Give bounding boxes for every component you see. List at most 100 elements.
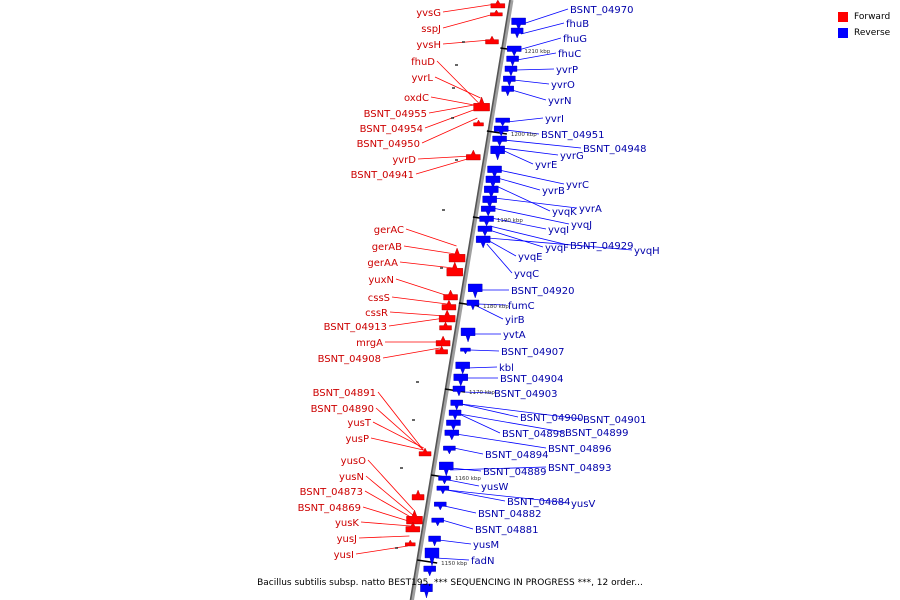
reverse-gene-arrow	[487, 165, 502, 179]
forward-label-yusn: yusN	[339, 472, 364, 483]
genome-backbone	[409, 0, 514, 600]
legend-forward-label: Forward	[854, 12, 891, 22]
reverse-gene-arrow	[466, 299, 480, 311]
forward-leader-line	[395, 278, 449, 297]
forward-label-yusj: yusJ	[337, 534, 357, 545]
forward-gene-arrow	[448, 247, 466, 263]
forward-gene-arrow	[439, 321, 452, 331]
forward-leader-line	[415, 157, 471, 175]
forward-label-yuxn: yuxN	[368, 275, 394, 286]
reverse-gene-arrow	[453, 373, 468, 387]
reverse-leader-line	[501, 149, 534, 165]
forward-label-bsnt-04913: BSNT_04913	[324, 322, 387, 333]
forward-gene-arrow	[490, 9, 503, 17]
reverse-gene-arrow	[443, 445, 456, 455]
reverse-leader-line	[502, 147, 559, 156]
forward-leader-line	[405, 228, 457, 247]
forward-gene-arrow	[490, 0, 506, 9]
reverse-gene-arrow	[444, 429, 460, 441]
reverse-gene-arrow	[434, 501, 447, 511]
reverse-label-yvra: yvrA	[579, 204, 602, 215]
forward-label-cssr: cssR	[365, 308, 388, 319]
reverse-leader-line	[511, 89, 547, 101]
forward-leader-line	[436, 60, 480, 105]
forward-label-fhud: fhuD	[411, 57, 435, 68]
reverse-gene-arrow	[506, 55, 519, 67]
reverse-leader-line	[515, 68, 555, 71]
forward-gene-arrow	[418, 447, 432, 457]
genome-line	[409, 0, 511, 600]
reverse-label-yvqk: yvqK	[552, 207, 577, 218]
forward-label-bsnt-04869: BSNT_04869	[298, 503, 361, 514]
reverse-gene-arrow	[431, 517, 444, 527]
forward-leader-line	[417, 155, 472, 160]
forward-leader-line	[358, 535, 410, 539]
reverse-leader-line	[446, 489, 570, 504]
reverse-label-bsnt-04894: BSNT_04894	[485, 450, 548, 461]
forward-gene-arrow	[466, 149, 481, 161]
forward-label-bsnt-04873: BSNT_04873	[300, 487, 363, 498]
forward-leader-line	[377, 391, 424, 451]
reverse-leader-line	[460, 403, 582, 420]
reverse-leader-line	[438, 539, 472, 545]
reverse-label-yvrc: yvrC	[566, 180, 589, 191]
forward-label-bsnt-04908: BSNT_04908	[318, 354, 381, 365]
ruler-tick-label: 1180 kbp	[483, 304, 509, 310]
reverse-leader-line	[487, 237, 633, 251]
reverse-label-yvta: yvtA	[503, 330, 526, 341]
reverse-label-bsnt-04882: BSNT_04882	[478, 509, 541, 520]
ruler-tick-label: 1160 kbp	[455, 476, 481, 482]
forward-label-yusp: yusP	[346, 434, 370, 445]
forward-gene-arrow	[446, 261, 463, 277]
reverse-leader-line	[505, 129, 540, 135]
reverse-gene-arrow	[504, 65, 518, 77]
reverse-label-yvrg: yvrG	[560, 151, 584, 162]
forward-leader-line	[364, 490, 413, 519]
reverse-gene-arrow	[485, 175, 501, 189]
reverse-leader-line	[498, 169, 565, 185]
reverse-leader-line	[496, 185, 551, 212]
reverse-gene-arrow	[507, 45, 522, 57]
forward-leader-line	[382, 347, 441, 359]
forward-leader-line	[388, 317, 445, 327]
forward-gene-arrow	[405, 539, 416, 547]
reverse-label-kbl: kbl	[499, 363, 514, 374]
ruler-tick-label: 1210 kbp	[524, 49, 550, 55]
reverse-leader-line	[444, 505, 477, 514]
forward-label-gerac: gerAC	[374, 225, 404, 236]
forward-label-bsnt-04890: BSNT_04890	[311, 404, 374, 415]
reverse-swatch	[838, 28, 848, 38]
reverse-leader-line	[486, 243, 513, 274]
reverse-leader-line	[477, 303, 507, 306]
reverse-gene-arrow	[495, 117, 510, 127]
forward-label-oxdc: oxdC	[404, 93, 429, 104]
reverse-label-yusw: yusW	[481, 482, 508, 493]
forward-leader-line	[365, 475, 414, 516]
forward-leader-line	[391, 296, 448, 305]
forward-leader-line	[421, 117, 478, 144]
forward-label-mrga: mrgA	[356, 338, 383, 349]
reverse-leader-line	[466, 366, 498, 369]
reverse-gene-arrow	[482, 195, 497, 209]
reverse-label-bsnt-04904: BSNT_04904	[500, 374, 563, 385]
reverse-label-bsnt-04889: BSNT_04889	[483, 467, 546, 478]
reverse-label-bsnt-04903: BSNT_04903	[494, 389, 557, 400]
reverse-gene-arrow	[490, 145, 505, 161]
forward-leader-line	[442, 3, 496, 13]
reverse-leader-line	[490, 217, 547, 230]
forward-label-gerab: gerAB	[372, 242, 402, 253]
reverse-leader-line	[469, 349, 500, 352]
reverse-gene-arrow	[452, 385, 466, 397]
reverse-label-bsnt-04899: BSNT_04899	[565, 428, 628, 439]
forward-label-yuso: yusO	[341, 456, 366, 467]
reverse-leader-line	[492, 207, 570, 225]
forward-swatch	[838, 12, 848, 22]
reverse-label-bsnt-04951: BSNT_04951	[541, 130, 604, 141]
forward-leader-line	[389, 311, 446, 317]
gene-labels: yvsG sspJ yvsH fhuD yvrL oxdC BSNT_04955 BSNT_0…	[298, 5, 660, 567]
reverse-leader-line	[476, 305, 504, 320]
forward-gene-arrow	[441, 299, 457, 311]
reverse-label-yvqi: yvqI	[548, 225, 569, 236]
reverse-gene-arrow	[439, 461, 454, 477]
